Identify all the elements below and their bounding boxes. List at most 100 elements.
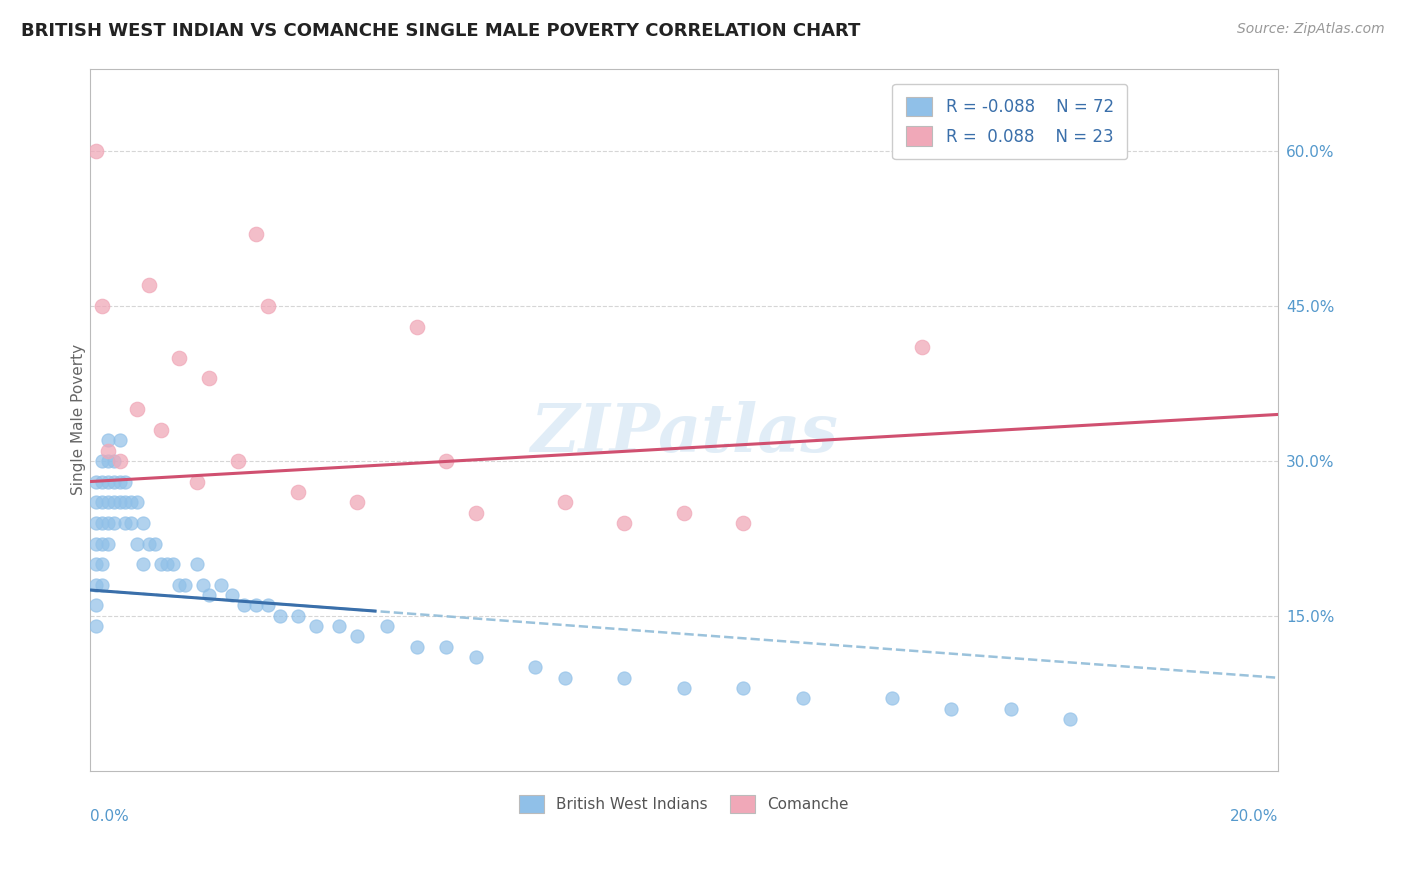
Point (90, 578, 112, 592)
Point (1000, 702, 1022, 716)
Point (197, 588, 219, 602)
Point (792, 691, 814, 706)
Point (191, 578, 214, 592)
Point (910, 340, 932, 354)
Point (90, 536, 112, 550)
Point (120, 495, 142, 509)
Point (672, 681, 695, 695)
Point (434, 640, 457, 654)
Point (167, 578, 190, 592)
Point (127, 536, 149, 550)
Point (84, 475, 107, 489)
Point (84, 599, 107, 613)
Point (84, 516, 107, 530)
Point (97, 475, 120, 489)
Point (941, 702, 963, 716)
Point (84, 578, 107, 592)
Point (733, 681, 755, 695)
Point (524, 660, 547, 674)
Point (114, 495, 136, 509)
Text: ZIPatlas: ZIPatlas (530, 401, 838, 467)
Point (90, 495, 112, 509)
Point (150, 423, 173, 437)
Point (186, 475, 208, 489)
Point (465, 650, 488, 665)
Point (108, 454, 131, 468)
Point (346, 630, 368, 644)
Point (167, 351, 190, 365)
Point (245, 227, 267, 241)
Point (375, 619, 398, 633)
Legend: British West Indians, Comanche: British West Indians, Comanche (513, 789, 855, 819)
Point (174, 578, 197, 592)
Point (132, 516, 155, 530)
Point (103, 495, 125, 509)
Point (138, 536, 160, 550)
Point (138, 278, 160, 293)
Point (257, 299, 280, 313)
Point (97, 434, 120, 448)
Point (269, 608, 291, 623)
Point (434, 454, 457, 468)
Point (120, 516, 142, 530)
Point (287, 608, 309, 623)
Text: BRITISH WEST INDIAN VS COMANCHE SINGLE MALE POVERTY CORRELATION CHART: BRITISH WEST INDIAN VS COMANCHE SINGLE M… (21, 22, 860, 40)
Point (150, 557, 173, 571)
Point (186, 557, 208, 571)
Point (84, 536, 107, 550)
Point (613, 516, 636, 530)
Point (257, 599, 280, 613)
Point (346, 495, 368, 509)
Point (228, 454, 250, 468)
Point (108, 475, 131, 489)
Point (672, 506, 695, 520)
Point (613, 671, 636, 685)
Point (405, 640, 427, 654)
Point (84, 495, 107, 509)
Point (103, 516, 125, 530)
Point (108, 434, 131, 448)
Point (1059, 712, 1081, 726)
Point (127, 495, 149, 509)
Point (132, 557, 155, 571)
Point (405, 319, 427, 334)
Point (103, 454, 125, 468)
Point (197, 371, 219, 385)
Point (233, 599, 256, 613)
Y-axis label: Single Male Poverty: Single Male Poverty (72, 344, 86, 495)
Point (143, 536, 166, 550)
Point (554, 671, 576, 685)
Point (97, 443, 120, 458)
Point (465, 506, 488, 520)
Point (554, 495, 576, 509)
Point (733, 516, 755, 530)
Point (304, 619, 326, 633)
Point (328, 619, 350, 633)
Point (97, 516, 120, 530)
Point (156, 557, 179, 571)
Point (97, 495, 120, 509)
Point (162, 557, 184, 571)
Point (97, 536, 120, 550)
Point (108, 495, 131, 509)
Point (90, 299, 112, 313)
Point (114, 516, 136, 530)
Point (114, 475, 136, 489)
Point (90, 454, 112, 468)
Point (880, 691, 903, 706)
Text: 0.0%: 0.0% (90, 809, 128, 824)
Text: Source: ZipAtlas.com: Source: ZipAtlas.com (1237, 22, 1385, 37)
Point (221, 588, 243, 602)
Point (90, 516, 112, 530)
Point (245, 599, 267, 613)
Point (97, 454, 120, 468)
Point (84, 557, 107, 571)
Point (209, 578, 232, 592)
Text: 20.0%: 20.0% (1230, 809, 1278, 824)
Point (90, 475, 112, 489)
Point (90, 557, 112, 571)
Point (84, 144, 107, 158)
Point (84, 619, 107, 633)
Point (103, 475, 125, 489)
Point (287, 484, 309, 499)
